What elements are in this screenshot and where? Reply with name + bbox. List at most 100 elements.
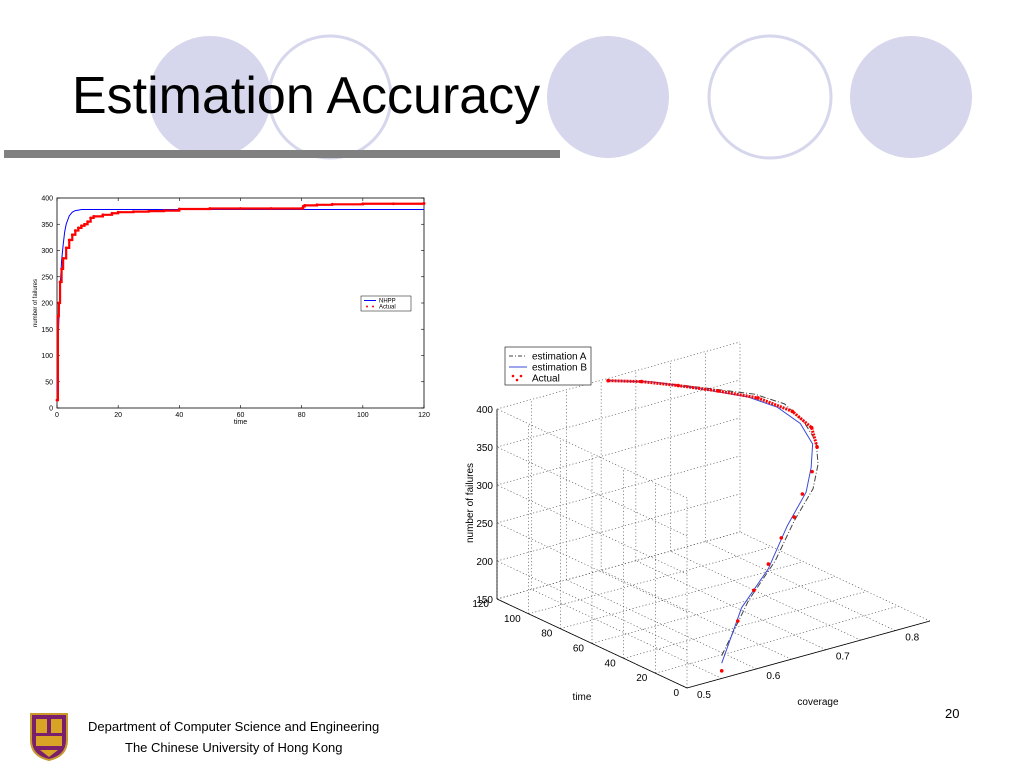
- chart-3d-failures-tick-label: 350: [476, 443, 493, 454]
- chart-3d-axis-edge: [496, 598, 688, 689]
- chart-2d-point-actual: [162, 209, 166, 213]
- chart-2d-ytick-label: 100: [41, 353, 53, 360]
- chart-3d-time-tick-label: 80: [541, 629, 553, 640]
- chart-3d-grid-line: [560, 561, 804, 629]
- chart-2d-xtick-label: 80: [298, 412, 306, 419]
- chart-3d-time-tick-label: 60: [573, 644, 585, 655]
- chart-3d-axis-edge: [686, 620, 931, 689]
- chart-3d-failures-tick-label: 300: [476, 481, 493, 492]
- chart-2d-point-actual: [83, 222, 86, 226]
- chart-2d-point-actual: [208, 207, 212, 210]
- chart-2d-point-actual: [132, 210, 135, 214]
- chart-2d-point-actual: [58, 280, 62, 284]
- chart-2d-ylabel: number of failures: [33, 279, 39, 327]
- chart-3d-grid-line: [496, 493, 741, 562]
- chart-3d-point-actual: [752, 588, 756, 593]
- chart-3d-grid-line: [531, 589, 722, 679]
- chart-3d-time-tick-label: 40: [605, 658, 617, 669]
- chart-2d-point-actual: [303, 203, 307, 207]
- chart-2d-point-actual: [300, 207, 304, 210]
- chart-3d-grid-line: [496, 531, 741, 600]
- chart-3d-legend-box: [504, 346, 592, 386]
- decor-circle-outline-1: [267, 34, 393, 160]
- chart-3d-grid-line: [601, 570, 792, 660]
- decor-circle-filled-1: [149, 36, 271, 158]
- chart-3d-time-tick-label: 120: [472, 599, 489, 610]
- chart-2d-point-actual: [110, 211, 114, 215]
- chart-3d-legend-label: Actual: [532, 374, 560, 385]
- chart-3d-grid-line: [670, 550, 861, 641]
- chart-3d-coverage-tick-label: 0.8: [905, 633, 919, 644]
- chart-2d-ytick-label: 50: [45, 379, 53, 386]
- chart-3d-grid-line: [496, 379, 741, 448]
- chart-3d-grid-line: [496, 522, 688, 613]
- chart-3d-grid-line: [705, 541, 896, 631]
- chart-2d-xtick-label: 40: [175, 412, 183, 419]
- chart-3d-legend-swatch-actual: [511, 374, 515, 378]
- chart-2d-point-actual: [80, 224, 83, 228]
- chart-2d-ytick-label: 400: [41, 196, 53, 203]
- chart-2d-point-actual: [101, 213, 105, 217]
- chart-2d-point-actual: [57, 301, 61, 305]
- chart-2d-legend-swatch-actual: [366, 305, 368, 308]
- chart-3d-failures-tick-label: 250: [476, 519, 493, 530]
- chart-2d-point-actual: [239, 207, 242, 210]
- chart-3d-grid-line: [496, 560, 688, 651]
- chart-2d-point-actual: [61, 256, 65, 260]
- chart-3d-grid-line: [655, 605, 899, 674]
- slide-number: 20: [945, 706, 960, 721]
- chart-3d-grid-line: [496, 417, 741, 486]
- decorative-circles: [149, 34, 972, 160]
- decor-circle-outline-2: [707, 34, 833, 160]
- chart-3d-grid-line: [496, 455, 741, 524]
- chart-2d-point-actual: [116, 210, 120, 214]
- chart-3d-point-actual: [779, 536, 784, 540]
- chart-3d-point-actual: [766, 562, 771, 566]
- chart-3d-grid-line: [496, 446, 688, 537]
- chart-3d-xlabel: coverage: [797, 697, 839, 708]
- chart-3d-grid-line: [496, 484, 688, 575]
- chart-3d-failures-tick-label: 200: [476, 557, 493, 568]
- chart-3d-grid-line: [496, 408, 688, 499]
- chart-2d-point-actual: [86, 220, 89, 224]
- chart-3d-coverage-tick-label: 0.7: [836, 652, 850, 663]
- chart-2d-ytick-label: 250: [41, 274, 53, 281]
- chart-2d-ytick-label: 300: [41, 248, 53, 255]
- chart-2d-ytick-label: 150: [41, 327, 53, 334]
- chart-3d-point-actual: [719, 669, 724, 673]
- chart-2d-point-actual: [60, 267, 63, 271]
- chart-3d-legend-swatch-actual: [515, 378, 519, 382]
- chart-2d-point-actual: [330, 202, 334, 206]
- chart-2d-point-actual: [73, 229, 77, 232]
- chart-3d-grid-line: [528, 546, 772, 615]
- chart-3d-grid-line: [496, 341, 741, 410]
- chart-3d-series-estimation-a: [608, 380, 819, 656]
- chart-2d-ytick-label: 200: [41, 301, 53, 308]
- chart-2d-xlabel: time: [234, 419, 247, 426]
- chart-3d-failures-tick-label: 400: [476, 405, 493, 416]
- chart-3d-failures-tick-label: 150: [476, 595, 493, 606]
- chart-2d-point-actual: [77, 226, 80, 230]
- chart-2d-point-actual: [89, 216, 93, 220]
- chart-2d-point-actual: [269, 207, 273, 210]
- chart-3d-legend-swatch-actual: [519, 374, 523, 378]
- chart-3d-point-actual: [792, 515, 796, 519]
- slide-title: Estimation Accuracy: [72, 67, 541, 125]
- chart-3d-grid-line: [623, 591, 867, 659]
- chart-3d-zlabel: number of failures: [465, 463, 476, 543]
- chart-2d-point-actual: [422, 201, 426, 205]
- chart-3d-point-actual: [735, 619, 740, 623]
- decor-circle-filled-3: [850, 36, 972, 158]
- decor-circle-filled-2: [547, 36, 669, 158]
- chart-2d-point-actual: [64, 246, 68, 250]
- footer-university: The Chinese University of Hong Kong: [125, 740, 343, 755]
- chart-2d-point-actual: [56, 314, 60, 318]
- chart-2d-xtick-label: 20: [114, 412, 122, 419]
- chart-2d-xtick-label: 60: [237, 412, 245, 419]
- chart-2d-point-actual: [92, 214, 96, 218]
- chart-2d-ytick-label: 350: [41, 222, 53, 229]
- chart-3d-coverage-tick-label: 0.5: [697, 690, 711, 701]
